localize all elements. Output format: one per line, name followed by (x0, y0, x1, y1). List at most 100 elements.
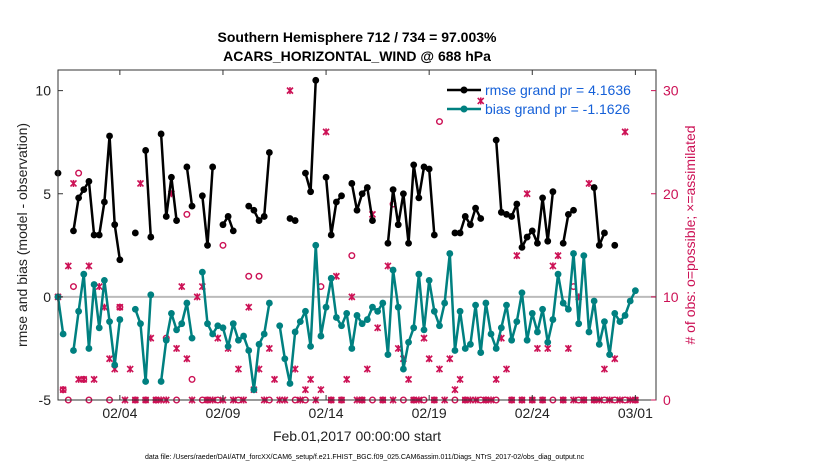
bias-marker (503, 301, 510, 309)
bias-marker (224, 342, 232, 350)
bias-marker (508, 336, 516, 344)
legend-bias-label: bias grand pr = -1.1626 (485, 101, 630, 117)
bias-marker (95, 324, 103, 332)
bias-marker (492, 345, 500, 352)
bias-marker (389, 266, 397, 274)
bias-marker (399, 365, 407, 373)
bias-marker (162, 336, 170, 344)
bias-marker (255, 340, 263, 348)
assimilated-count-marker (291, 365, 299, 373)
bias-marker (477, 349, 485, 356)
rmse-marker (369, 217, 376, 224)
bias-marker (116, 316, 124, 323)
bias-marker (106, 318, 113, 326)
assimilated-count-marker (75, 375, 83, 383)
rmse-marker (245, 202, 253, 210)
rmse-marker (338, 192, 345, 200)
bias-marker (111, 361, 119, 369)
rmse-marker (147, 233, 155, 241)
legend-rmse-label: rmse grand pr = 4.1636 (485, 82, 631, 98)
rmse-marker (173, 217, 180, 224)
bias-marker (405, 338, 412, 346)
assimilated-count-marker (85, 262, 93, 270)
bias-marker (312, 241, 320, 249)
bias-marker (441, 299, 449, 307)
assimilated-count-marker (183, 355, 191, 363)
bias-marker (513, 318, 521, 326)
bias-marker (178, 320, 186, 328)
bias-marker (590, 297, 598, 305)
bias-marker (456, 307, 464, 315)
rmse-marker (116, 256, 124, 264)
rmse-marker (389, 186, 397, 194)
assimilated-count-marker (492, 375, 500, 383)
assimilated-count-marker (544, 344, 552, 353)
assimilated-count-marker (116, 303, 124, 311)
rmse-marker (570, 206, 577, 214)
bias-marker (59, 330, 67, 338)
assimilated-count-marker (178, 282, 186, 291)
rmse-marker (518, 243, 526, 251)
bias-marker (317, 332, 325, 340)
assimilated-count-marker (477, 97, 485, 105)
assimilated-count-marker (425, 355, 433, 363)
bias-marker (369, 303, 376, 311)
rmse-marker (162, 213, 170, 220)
assimilated-count-marker (343, 375, 351, 383)
bias-marker (168, 309, 175, 317)
assimilated-count-marker (307, 375, 315, 383)
x-tick-label: 02/04 (102, 405, 137, 421)
rmse-marker (523, 233, 531, 241)
bias-marker (296, 318, 304, 326)
bias-marker (528, 309, 536, 317)
possible-count-marker (188, 375, 196, 383)
bias-marker (554, 270, 562, 278)
rmse-marker (420, 163, 428, 171)
rmse-marker (353, 206, 361, 214)
bias-marker (85, 345, 93, 352)
x-tick-label: 02/14 (309, 405, 344, 421)
bias-marker (214, 322, 222, 330)
bias-marker (131, 305, 139, 313)
y-axis-left: -5 0 5 10 (35, 83, 63, 408)
bias-marker (523, 336, 531, 344)
bias-marker (518, 289, 526, 297)
bias-marker (580, 252, 588, 260)
rmse-marker (90, 231, 98, 239)
rmse-marker (399, 190, 407, 198)
assimilated-count-marker (80, 375, 88, 383)
assimilated-count-marker (621, 128, 629, 136)
assimilated-count-marker (317, 386, 325, 394)
bias-marker (394, 303, 402, 311)
bias-marker (410, 324, 418, 332)
assimilated-count-marker (193, 293, 201, 301)
rmse-marker (100, 198, 108, 206)
bias-marker (286, 380, 294, 387)
bias-marker (534, 328, 541, 336)
rmse-marker (168, 173, 175, 181)
bias-marker (80, 270, 88, 278)
rmse-marker (477, 215, 485, 222)
bias-marker (420, 326, 428, 334)
assimilated-count-marker (374, 324, 382, 332)
assimilated-count-marker (600, 365, 609, 373)
bias-marker (415, 270, 423, 278)
rmse-marker (595, 241, 603, 249)
x-tick-label: 03/01 (618, 405, 653, 421)
rmse-marker (451, 229, 459, 237)
x-tick-label: 02/19 (412, 405, 447, 421)
bias-marker (379, 299, 387, 307)
bias-series-segment (56, 296, 65, 335)
rmse-marker (611, 241, 619, 249)
rmse-marker (405, 239, 412, 247)
y2-axis-label: # of obs: o=possible; ×=assimilated (682, 125, 698, 344)
rmse-marker (111, 221, 119, 229)
rmse-marker (564, 210, 572, 218)
bias-marker (384, 351, 392, 359)
bias-marker (265, 299, 273, 307)
bias-marker (338, 322, 345, 330)
bias-marker (559, 299, 567, 307)
bias-marker (327, 274, 335, 282)
rmse-marker (430, 231, 438, 239)
assimilated-count-marker (502, 365, 511, 373)
